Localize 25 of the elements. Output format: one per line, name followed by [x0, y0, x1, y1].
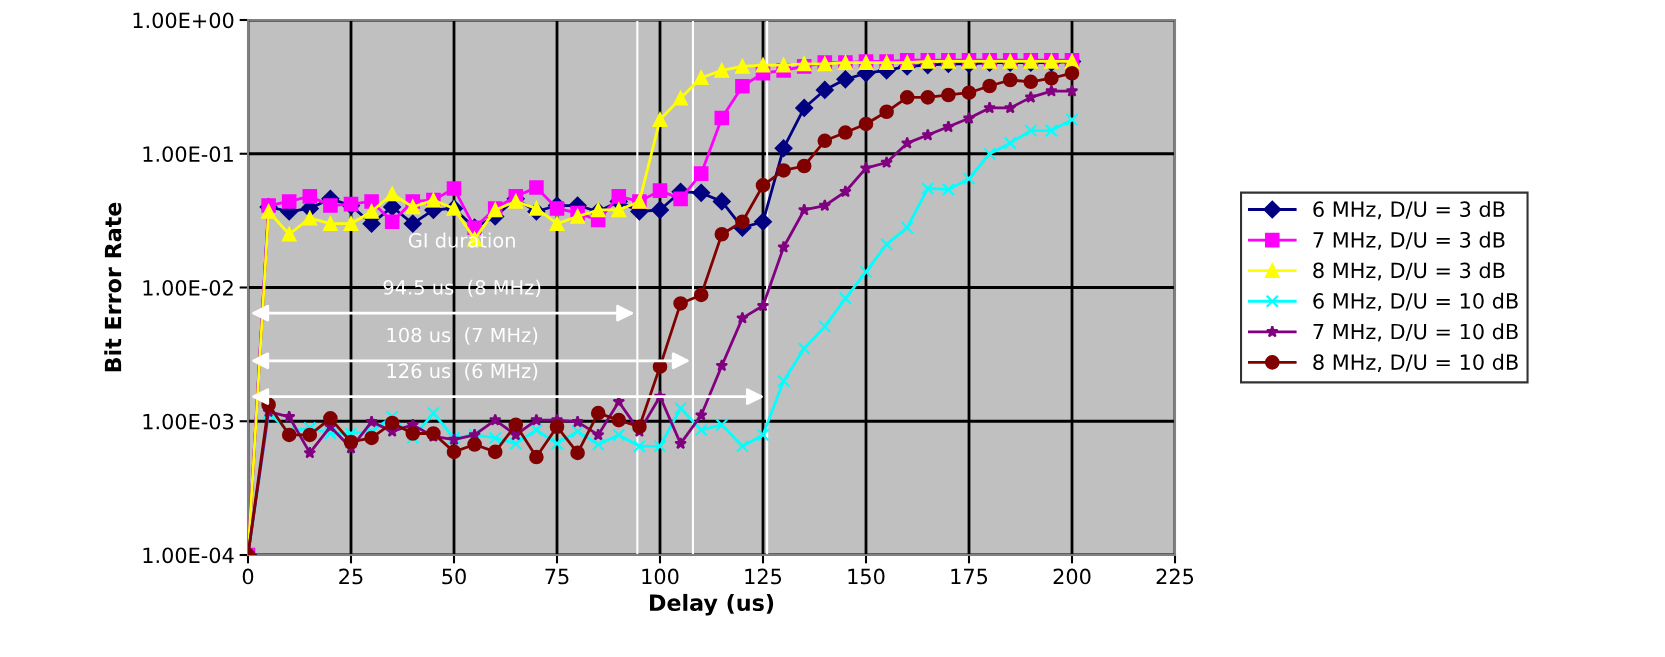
- annotation: 108 us (7 MHz): [387, 327, 538, 345]
- x-tick-label: 25: [339, 568, 363, 585]
- y-axis-title: Bit Error Rate: [104, 202, 122, 372]
- y-tick-label: 1.00E-02: [143, 279, 233, 296]
- x-tick-label: 150: [848, 568, 885, 585]
- x-tick-label: 50: [442, 568, 466, 585]
- x-tick-label: 100: [642, 568, 679, 585]
- annotation: 126 us (6 MHz): [387, 363, 538, 381]
- y-tick-label: 1.00E-04: [143, 547, 234, 564]
- x-tick-label: 225: [1156, 568, 1194, 585]
- legend-label: 8 MHz, D/U = 3 dB: [1313, 262, 1505, 281]
- x-tick-label: 200: [1053, 568, 1091, 585]
- legend-label: 7 MHz, D/U = 10 dB: [1313, 323, 1518, 342]
- x-axis-title: Delay (us): [650, 593, 774, 616]
- legend-label: 6 MHz, D/U = 10 dB: [1313, 292, 1518, 311]
- x-tick-label: 175: [951, 568, 988, 585]
- x-tick-label: 75: [545, 568, 569, 585]
- legend-label: 6 MHz, D/U = 3 dB: [1313, 200, 1505, 220]
- y-tick-label: 1.00E+00: [133, 12, 234, 29]
- y-tick-label: 1.00E-01: [143, 146, 233, 162]
- y-tick-label: 1.00E-03: [143, 413, 234, 430]
- x-tick-label: 125: [745, 568, 782, 585]
- legend-label: 7 MHz, D/U = 3 dB: [1313, 231, 1505, 250]
- x-tick-label: 0: [242, 568, 254, 585]
- legend-label: 8 MHz, D/U = 10 dB: [1313, 353, 1518, 373]
